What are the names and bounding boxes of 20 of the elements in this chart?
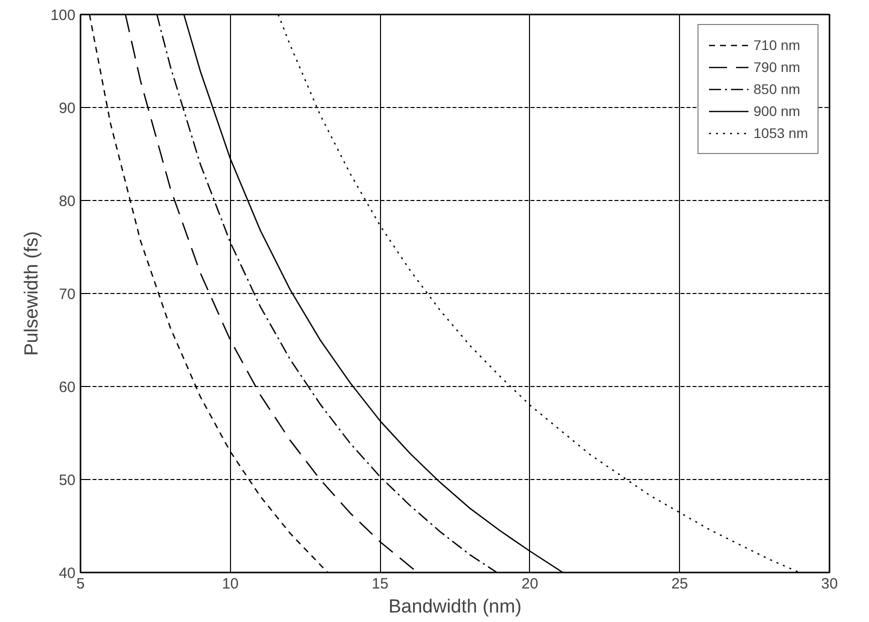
y-axis-title: Pulsewidth (fs) bbox=[21, 231, 42, 356]
x-tick-label: 25 bbox=[671, 576, 688, 592]
x-tick-label: 30 bbox=[821, 576, 838, 592]
x-tick-label: 20 bbox=[522, 576, 538, 592]
x-tick-label: 10 bbox=[222, 576, 239, 592]
x-axis-title: Bandwidth (nm) bbox=[388, 596, 522, 618]
x-tick-label: 5 bbox=[76, 576, 85, 592]
y-tick-label: 100 bbox=[50, 7, 76, 24]
legend-label: 790 nm bbox=[754, 59, 800, 75]
y-tick-label: 60 bbox=[58, 379, 76, 396]
legend-label: 850 nm bbox=[754, 81, 800, 97]
y-tick-label: 90 bbox=[58, 100, 76, 117]
y-tick-label: 50 bbox=[58, 472, 76, 489]
y-tick-label: 70 bbox=[58, 286, 76, 303]
y-tick-label: 40 bbox=[58, 565, 76, 582]
legend-label: 900 nm bbox=[754, 103, 800, 119]
legend-label: 710 nm bbox=[754, 37, 800, 53]
y-tick-label: 80 bbox=[58, 193, 76, 210]
legend-label: 1053 nm bbox=[754, 125, 808, 141]
x-tick-label: 15 bbox=[372, 576, 388, 592]
